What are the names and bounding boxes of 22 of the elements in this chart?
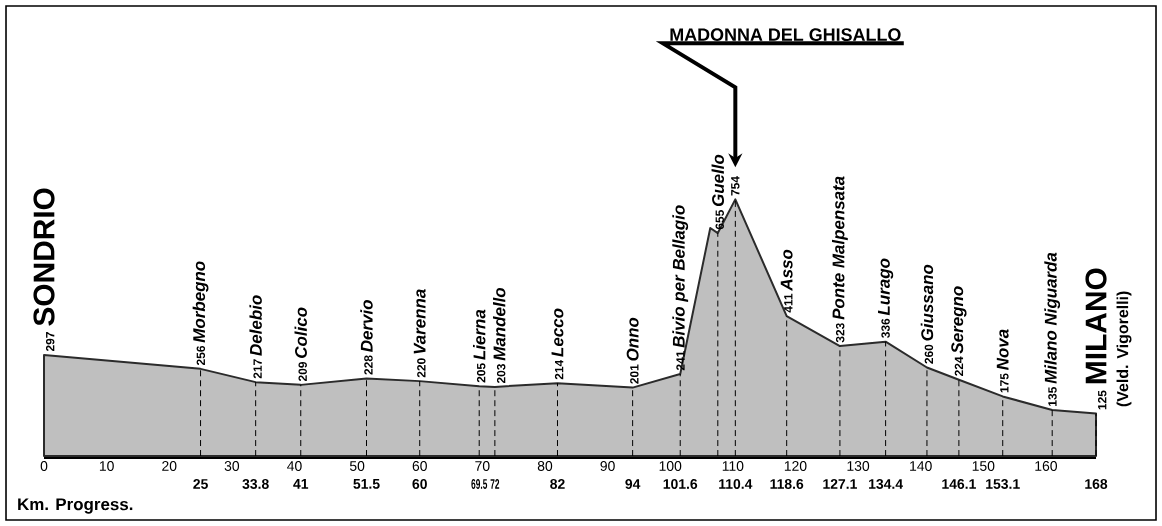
annotation: Lecco xyxy=(551,308,564,357)
annotation: Asso xyxy=(780,249,793,291)
text: MADONNA DEL GHISALLO xyxy=(670,28,901,41)
annotation: MILANO xyxy=(1085,268,1107,384)
annotation: Milano Niguarda xyxy=(1044,252,1061,384)
annotation: Nova xyxy=(996,329,1009,370)
annotation: Mandello xyxy=(492,287,506,361)
annotation: Delebio xyxy=(249,295,262,356)
annotation: SONDRIO xyxy=(33,188,55,326)
annotation: Giussano xyxy=(920,264,934,341)
annotation: Varenna xyxy=(413,289,426,354)
annotation: Colico xyxy=(294,307,307,358)
annotation: Lurago xyxy=(878,258,894,316)
annotation: Seregno xyxy=(951,286,967,354)
annotation: Lierna xyxy=(472,309,486,360)
annotation: Onno xyxy=(626,317,639,361)
annotation: Ponte Malpensata xyxy=(832,176,848,320)
annotation: Bivio per Bellagio xyxy=(672,205,689,348)
annotation: Guello xyxy=(711,154,725,207)
annotation: Morbegno xyxy=(192,261,209,343)
x2-axis-title: Km. Progress. xyxy=(18,498,133,514)
annotation: Dervio xyxy=(360,300,373,352)
